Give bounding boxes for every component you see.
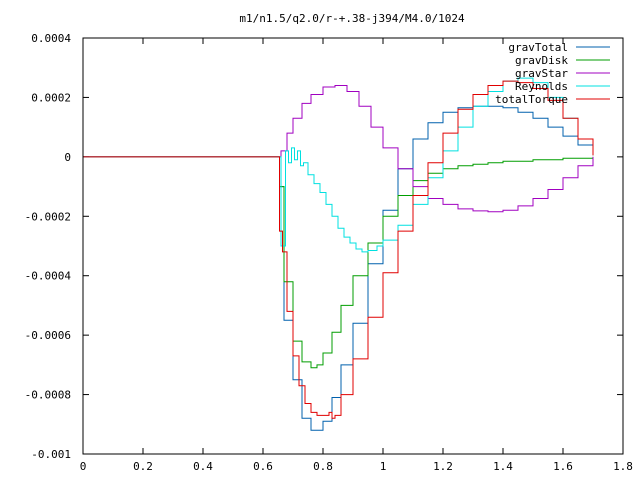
x-tick-label: 0.2 [133, 460, 153, 473]
axes: 0 0.2 0.4 0.6 0.8 1 1.2 1.4 1.6 1.8 -0.001 -0.0008 -… [25, 32, 633, 473]
series-line-gravDisk [83, 156, 594, 369]
legend-label: gravStar [515, 67, 568, 80]
x-tick-label: 1.2 [433, 460, 453, 473]
y-tick-label: -0.0002 [25, 210, 71, 223]
x-tick-label: 1.6 [553, 460, 573, 473]
legend-label: gravTotal [508, 41, 568, 54]
legend-label: gravDisk [515, 54, 568, 67]
legend-label: Reynolds [515, 80, 568, 93]
y-tick-label: -0.001 [31, 448, 71, 461]
y-tick-label: 0 [64, 151, 71, 164]
y-tick-label: 0.0002 [31, 91, 71, 104]
x-tick-label: 1 [380, 460, 387, 473]
series-layer [83, 77, 594, 431]
x-tick-label: 0.8 [313, 460, 333, 473]
series-line-gravStar [83, 85, 594, 213]
plot-frame [82, 37, 624, 455]
x-tick-label: 1.4 [493, 460, 513, 473]
y-tick-label: -0.0004 [25, 270, 72, 283]
legend: gravTotalgravDiskgravStarReynoldstotalTo… [495, 41, 610, 106]
y-tick-label: -0.0008 [25, 389, 71, 402]
chart-title: m1/n1.5/q2.0/r-+.38-j394/M4.0/1024 [239, 12, 465, 25]
x-tick-label: 0.6 [253, 460, 273, 473]
series-line-totalTorque [83, 80, 594, 419]
x-tick-label: 1.8 [613, 460, 633, 473]
y-tick-label: 0.0004 [31, 32, 71, 45]
series-line-gravTotal [83, 105, 594, 431]
y-tick-label: -0.0006 [25, 329, 71, 342]
x-tick-label: 0.4 [193, 460, 213, 473]
legend-label: totalTorque [495, 93, 568, 106]
x-tick-label: 0 [80, 460, 87, 473]
